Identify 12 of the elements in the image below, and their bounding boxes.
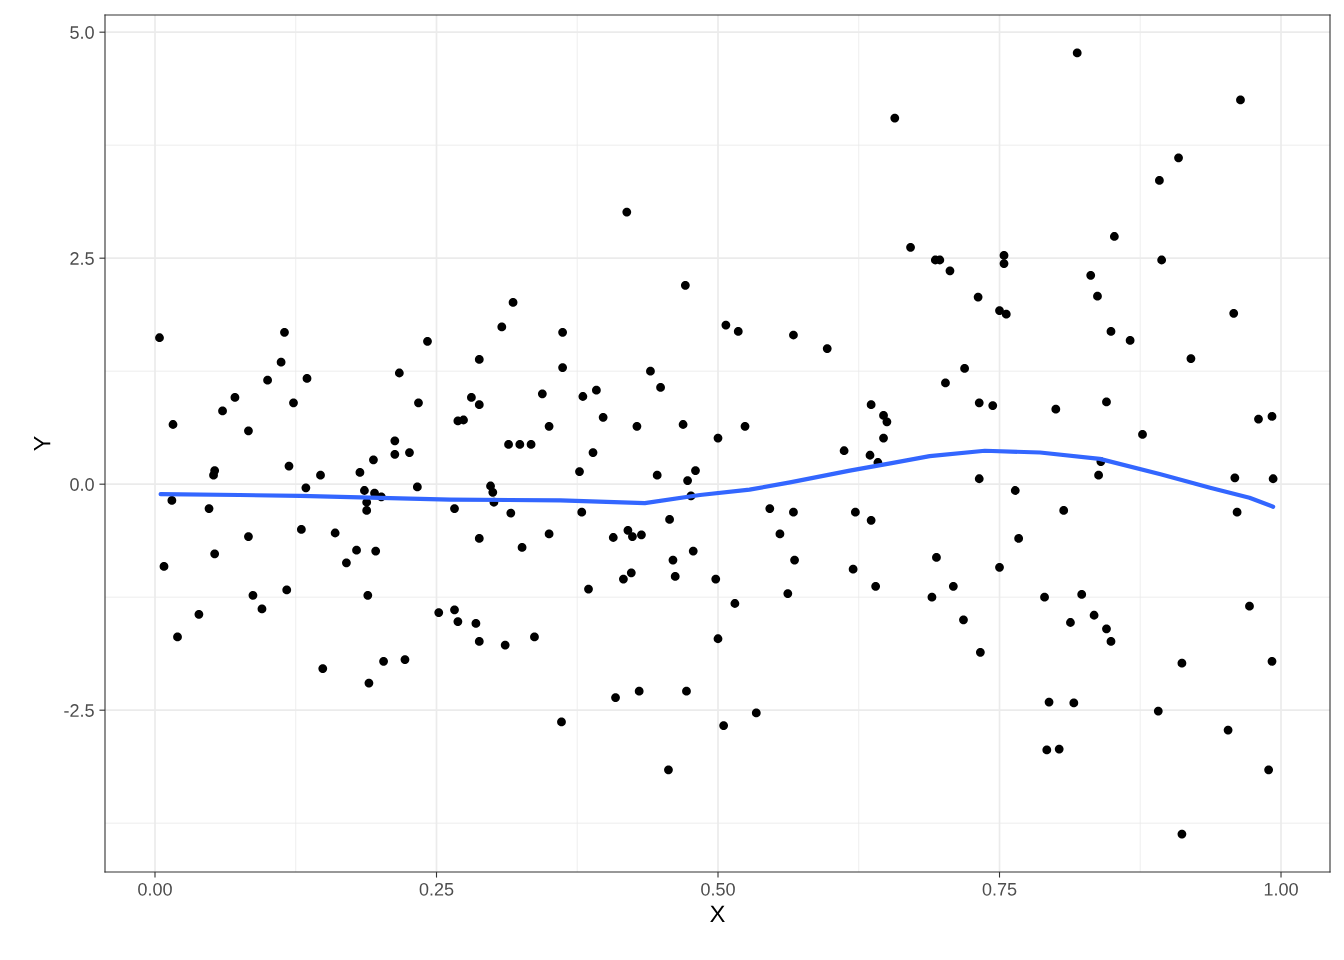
x-tick-label: 0.25 [419, 882, 454, 896]
x-tick-label: 0.50 [701, 882, 735, 896]
y-tick-label: 5.0 [70, 26, 94, 39]
x-axis-title: X [710, 905, 725, 922]
line-series [158, 448, 1276, 509]
y-tick-label: 2.5 [70, 252, 94, 265]
y-axis-title: Y [34, 436, 51, 451]
x-tick-label: 0.00 [138, 882, 172, 896]
x-tick-label: 1.00 [1264, 882, 1298, 896]
y-tick-label: 0.0 [70, 478, 94, 491]
x-tick-label: 0.75 [982, 882, 1017, 896]
y-tick-label: -2.5 [64, 704, 94, 717]
